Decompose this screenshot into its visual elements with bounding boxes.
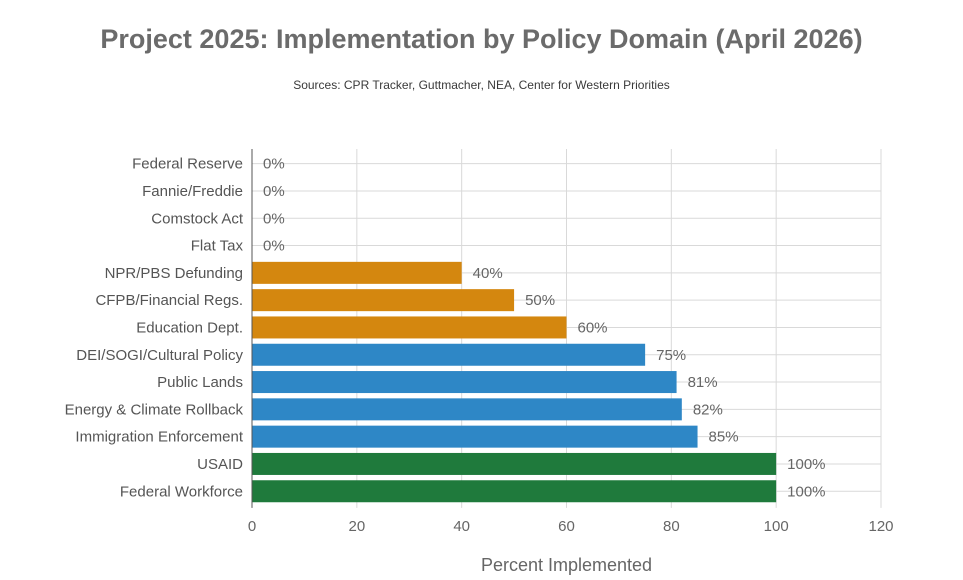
value-label: 0% bbox=[263, 156, 285, 173]
x-tick-label: 0 bbox=[248, 518, 256, 535]
category-label: USAID bbox=[197, 456, 243, 473]
value-label: 0% bbox=[263, 183, 285, 200]
value-label: 50% bbox=[525, 292, 555, 309]
category-label: Flat Tax bbox=[191, 238, 244, 255]
x-tick-label: 60 bbox=[558, 518, 575, 535]
chart-subtitle: Sources: CPR Tracker, Guttmacher, NEA, C… bbox=[293, 78, 670, 92]
category-label: Fannie/Freddie bbox=[142, 183, 243, 200]
bar bbox=[252, 425, 698, 448]
value-label: 0% bbox=[263, 210, 285, 227]
bar bbox=[252, 316, 567, 339]
value-label: 60% bbox=[578, 319, 608, 336]
category-label: DEI/SOGI/Cultural Policy bbox=[76, 347, 243, 364]
value-label: 85% bbox=[709, 429, 739, 446]
category-label: Public Lands bbox=[157, 374, 243, 391]
value-label: 82% bbox=[693, 401, 723, 418]
bar bbox=[252, 289, 515, 312]
x-axis-title: Percent Implemented bbox=[481, 555, 652, 575]
category-label: Comstock Act bbox=[151, 210, 244, 227]
value-label: 100% bbox=[787, 483, 825, 500]
bar bbox=[252, 398, 682, 421]
bar bbox=[252, 343, 646, 366]
category-label: Energy & Climate Rollback bbox=[65, 401, 244, 418]
bar bbox=[252, 480, 777, 503]
category-label: Education Dept. bbox=[136, 319, 243, 336]
bar bbox=[252, 371, 677, 394]
category-label: Immigration Enforcement bbox=[75, 429, 243, 446]
bar bbox=[252, 452, 777, 475]
category-label: NPR/PBS Defunding bbox=[105, 265, 243, 282]
category-label: Federal Workforce bbox=[120, 483, 243, 500]
x-tick-label: 40 bbox=[453, 518, 470, 535]
category-label: Federal Reserve bbox=[132, 156, 243, 173]
x-tick-label: 120 bbox=[868, 518, 893, 535]
bar bbox=[252, 261, 462, 284]
x-tick-label: 80 bbox=[663, 518, 680, 535]
chart-title: Project 2025: Implementation by Policy D… bbox=[100, 24, 863, 54]
category-label: CFPB/Financial Regs. bbox=[95, 292, 243, 309]
value-label: 100% bbox=[787, 456, 825, 473]
value-label: 0% bbox=[263, 238, 285, 255]
x-tick-label: 20 bbox=[348, 518, 365, 535]
value-label: 40% bbox=[473, 265, 503, 282]
value-label: 75% bbox=[656, 347, 686, 364]
x-tick-label: 100 bbox=[764, 518, 789, 535]
value-label: 81% bbox=[688, 374, 718, 391]
